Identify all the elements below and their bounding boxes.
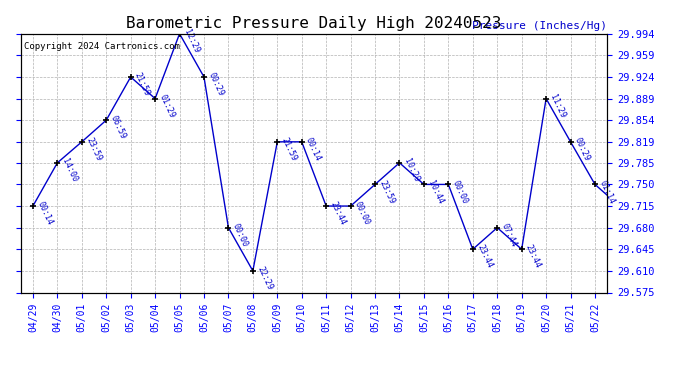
Text: 23:44: 23:44 [524,243,543,270]
Text: 00:14: 00:14 [35,200,54,227]
Text: 00:14: 00:14 [304,136,323,162]
Text: 07:44: 07:44 [500,222,518,248]
Text: 23:59: 23:59 [84,136,103,162]
Text: 23:44: 23:44 [328,200,347,227]
Text: 00:29: 00:29 [573,136,591,162]
Text: 06:59: 06:59 [108,114,128,141]
Text: 00:00: 00:00 [230,222,250,248]
Text: 22:29: 22:29 [255,265,274,292]
Text: 23:59: 23:59 [0,374,1,375]
Text: Copyright 2024 Cartronics.com: Copyright 2024 Cartronics.com [23,42,179,51]
Text: 00:29: 00:29 [206,71,225,98]
Text: 23:59: 23:59 [377,179,396,205]
Text: 21:59: 21:59 [279,136,298,162]
Text: 14:00: 14:00 [60,157,79,183]
Text: Pressure (Inches/Hg): Pressure (Inches/Hg) [472,21,607,31]
Text: 11:29: 11:29 [549,93,567,119]
Text: 00:00: 00:00 [451,179,469,205]
Text: 23:44: 23:44 [475,243,494,270]
Title: Barometric Pressure Daily High 20240523: Barometric Pressure Daily High 20240523 [126,16,502,31]
Text: 00:00: 00:00 [353,200,372,227]
Text: 21:59: 21:59 [133,71,152,98]
Text: 10:29: 10:29 [402,157,421,183]
Text: 10:44: 10:44 [426,179,445,205]
Text: 01:14: 01:14 [598,179,616,205]
Text: 12:29: 12:29 [182,28,201,54]
Text: 01:29: 01:29 [157,93,176,119]
